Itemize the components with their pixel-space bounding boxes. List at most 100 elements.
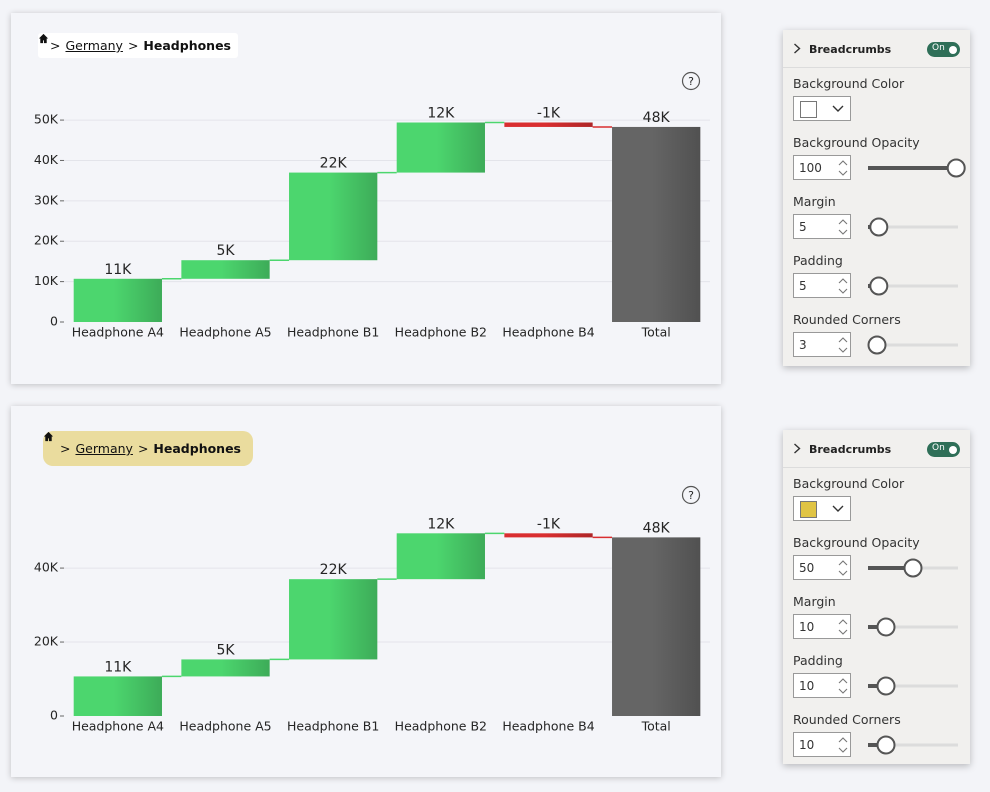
x-tick-label: Headphone A5 — [179, 719, 271, 734]
field-label: Rounded Corners — [793, 312, 901, 327]
help-icon[interactable] — [681, 71, 701, 91]
x-tick-label: Total — [641, 719, 671, 734]
color-picker[interactable] — [793, 496, 851, 521]
color-picker[interactable] — [793, 96, 851, 121]
number-input[interactable]: 10 — [793, 732, 851, 757]
number-input[interactable]: 10 — [793, 673, 851, 698]
toggle-text: On — [932, 443, 945, 453]
field-label: Margin — [793, 194, 836, 209]
number-input[interactable]: 100 — [793, 155, 851, 180]
bar-shade — [504, 122, 593, 127]
toggle-knob — [949, 445, 957, 454]
breadcrumb-current: Headphones — [153, 441, 241, 456]
separator: > — [60, 441, 71, 456]
breadcrumb-link[interactable]: Germany — [65, 38, 123, 53]
spinner[interactable] — [838, 677, 848, 695]
breadcrumb: > Germany > Headphones — [38, 33, 238, 58]
bar-shade — [181, 260, 270, 279]
report-card: ? 0 20K 40K Headphone A4 11K Headphone A5 5K Hea… — [11, 406, 721, 777]
help-icon-text: ? — [688, 75, 694, 88]
field-label: Background Opacity — [793, 535, 920, 550]
slider[interactable] — [783, 215, 970, 239]
slider[interactable] — [783, 333, 970, 357]
slider-thumb[interactable] — [903, 558, 923, 578]
spinner[interactable] — [838, 336, 848, 354]
spinner[interactable] — [838, 736, 848, 754]
separator: > — [127, 38, 139, 53]
input-value: 5 — [799, 220, 807, 234]
toggle-knob — [949, 45, 957, 54]
bar-shade — [612, 126, 701, 322]
value-label: 5K — [216, 243, 235, 259]
slider-thumb[interactable] — [876, 735, 896, 755]
slider[interactable] — [783, 556, 970, 580]
spinner[interactable] — [838, 559, 848, 577]
y-tick-label: 50K — [34, 112, 59, 127]
x-tick-label: Headphone B2 — [395, 719, 487, 734]
input-value: 100 — [799, 161, 822, 175]
slider-thumb[interactable] — [867, 335, 887, 355]
number-input[interactable]: 3 — [793, 332, 851, 357]
toggle[interactable]: On — [927, 42, 960, 57]
slider-thumb[interactable] — [869, 217, 889, 237]
slider-thumb[interactable] — [876, 617, 896, 637]
number-input[interactable]: 5 — [793, 214, 851, 239]
separator: > — [50, 38, 61, 53]
x-tick-label: Headphone B4 — [502, 719, 594, 734]
format-pane: Breadcrumbs On Background Color Background … — [783, 30, 970, 366]
value-label: 11K — [104, 262, 132, 278]
slider[interactable] — [783, 674, 970, 698]
slider[interactable] — [783, 733, 970, 757]
spinner[interactable] — [838, 218, 848, 236]
number-input[interactable]: 50 — [793, 555, 851, 580]
spinner[interactable] — [838, 159, 848, 177]
field-label: Background Opacity — [793, 135, 920, 150]
help-icon-text: ? — [688, 489, 694, 502]
breadcrumb-link[interactable]: Germany — [75, 441, 133, 456]
input-value: 10 — [799, 679, 815, 693]
spinner[interactable] — [838, 618, 848, 636]
bar-shade — [396, 122, 485, 173]
bar-shade — [289, 579, 378, 660]
value-label: 48K — [643, 110, 671, 126]
input-value: 10 — [799, 620, 815, 634]
breadcrumb: > Germany > Headphones — [43, 431, 253, 466]
help-icon[interactable] — [681, 485, 701, 505]
number-input[interactable]: 5 — [793, 273, 851, 298]
x-tick-label: Headphone A4 — [72, 325, 164, 340]
slider[interactable] — [783, 615, 970, 639]
y-tick-label: 40K — [34, 560, 59, 575]
value-label: 5K — [216, 642, 235, 658]
spinner[interactable] — [838, 277, 848, 295]
y-tick-label: 30K — [34, 192, 59, 207]
input-value: 3 — [799, 338, 807, 352]
format-pane: Breadcrumbs On Background Color Background … — [783, 430, 970, 764]
value-label: -1K — [537, 106, 561, 122]
toggle[interactable]: On — [927, 442, 960, 457]
pane-title: Breadcrumbs — [809, 443, 892, 456]
slider[interactable] — [783, 156, 970, 180]
breadcrumb-current: Headphones — [143, 38, 231, 53]
pane-header[interactable]: Breadcrumbs On — [783, 30, 970, 68]
slider[interactable] — [783, 274, 970, 298]
value-label: -1K — [537, 516, 561, 532]
field-label: Margin — [793, 594, 836, 609]
input-value: 50 — [799, 561, 815, 575]
field-label: Background Color — [793, 476, 905, 491]
x-tick-label: Headphone B4 — [502, 325, 594, 340]
slider-thumb[interactable] — [946, 158, 966, 178]
bar-shade — [289, 172, 378, 261]
bar-shade — [73, 278, 162, 322]
chevron — [794, 43, 801, 54]
bar-shade — [181, 659, 270, 677]
dropdown-chevron — [832, 505, 844, 512]
field-label: Padding — [793, 653, 843, 668]
slider-thumb[interactable] — [869, 276, 889, 296]
number-input[interactable]: 10 — [793, 614, 851, 639]
pane-header[interactable]: Breadcrumbs On — [783, 430, 970, 468]
value-label: 12K — [427, 106, 455, 122]
slider-thumb[interactable] — [876, 676, 896, 696]
chevron — [794, 443, 801, 454]
home-glyph — [43, 431, 54, 442]
